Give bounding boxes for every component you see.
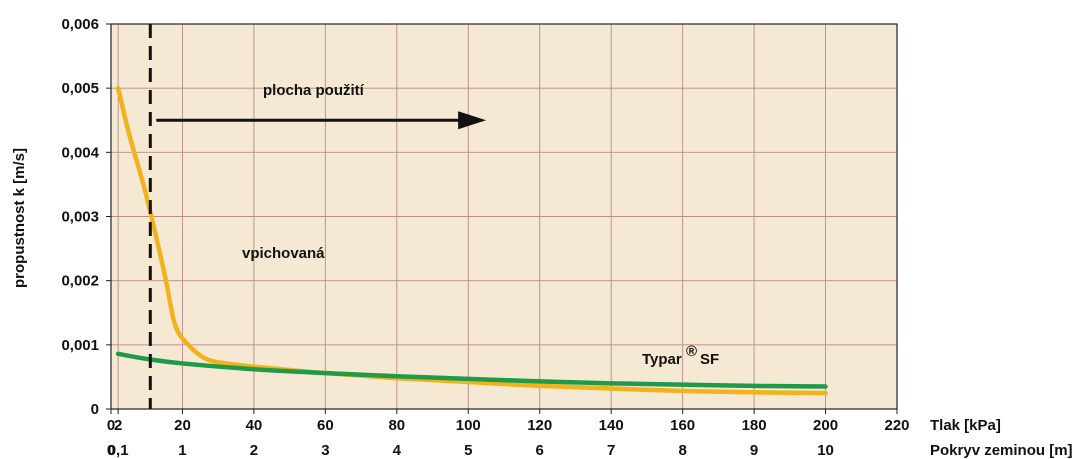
x2-tick-label: 6 — [536, 442, 544, 459]
x2-tick-label: 0,1 — [108, 442, 129, 459]
x-tick-label: 160 — [670, 417, 695, 434]
series-line-typar-sf — [115, 351, 828, 389]
x-tick-label: 220 — [884, 417, 909, 434]
x2-tick-label: 9 — [750, 442, 758, 459]
x-axis-title: Tlak [kPa] — [930, 417, 1001, 434]
x-tick-label: 2 — [114, 417, 122, 434]
x2-tick-label: 7 — [607, 442, 615, 459]
x-tick-label: 140 — [599, 417, 624, 434]
label-vpichovana: vpichovaná — [242, 245, 325, 262]
x2-tick-label: 3 — [321, 442, 329, 459]
y-tick-label: 0,003 — [61, 209, 99, 226]
y-tick-label: 0,002 — [61, 273, 99, 290]
y-axis-title: propustnost k [m/s] — [11, 148, 28, 288]
x-tick-label: 100 — [456, 417, 481, 434]
annotations: plocha použití vpichovaná Typar ® SF — [148, 24, 719, 409]
x-tick-label: 60 — [317, 417, 334, 434]
plot-frame — [110, 23, 898, 410]
series-layer — [115, 85, 828, 396]
label-typar-sf: SF — [700, 351, 719, 368]
label-typar: Typar — [642, 351, 682, 368]
x2-axis-title: Pokryv zeminou [m] — [930, 442, 1073, 459]
y-tick-label: 0,004 — [61, 144, 99, 161]
x2-tick-label: 5 — [464, 442, 472, 459]
y-tick-label: 0,005 — [61, 80, 99, 97]
y-tick-label: 0,006 — [61, 16, 99, 33]
x2-tick-label: 10 — [817, 442, 834, 459]
x-tick-label: 180 — [742, 417, 767, 434]
x-tick-label: 200 — [813, 417, 838, 434]
grid — [106, 23, 898, 414]
y-tick-label: 0 — [91, 401, 99, 418]
axes — [110, 23, 898, 410]
label-typar-registered: ® — [686, 343, 697, 360]
x-tick-label: 40 — [246, 417, 263, 434]
x2-tick-label: 1 — [178, 442, 186, 459]
range-arrow-head — [458, 111, 487, 130]
x2-tick-label: 0 — [107, 442, 115, 459]
y-tick-label: 0,001 — [61, 337, 99, 354]
x2-tick-label: 8 — [678, 442, 686, 459]
x-tick-label: 0 — [107, 417, 115, 434]
x2-tick-label: 2 — [250, 442, 258, 459]
x-tick-label: 120 — [527, 417, 552, 434]
x-tick-label: 20 — [174, 417, 191, 434]
x-tick-label: 80 — [388, 417, 405, 434]
x2-tick-label: 4 — [393, 442, 402, 459]
range-label: plocha použití — [263, 82, 365, 99]
